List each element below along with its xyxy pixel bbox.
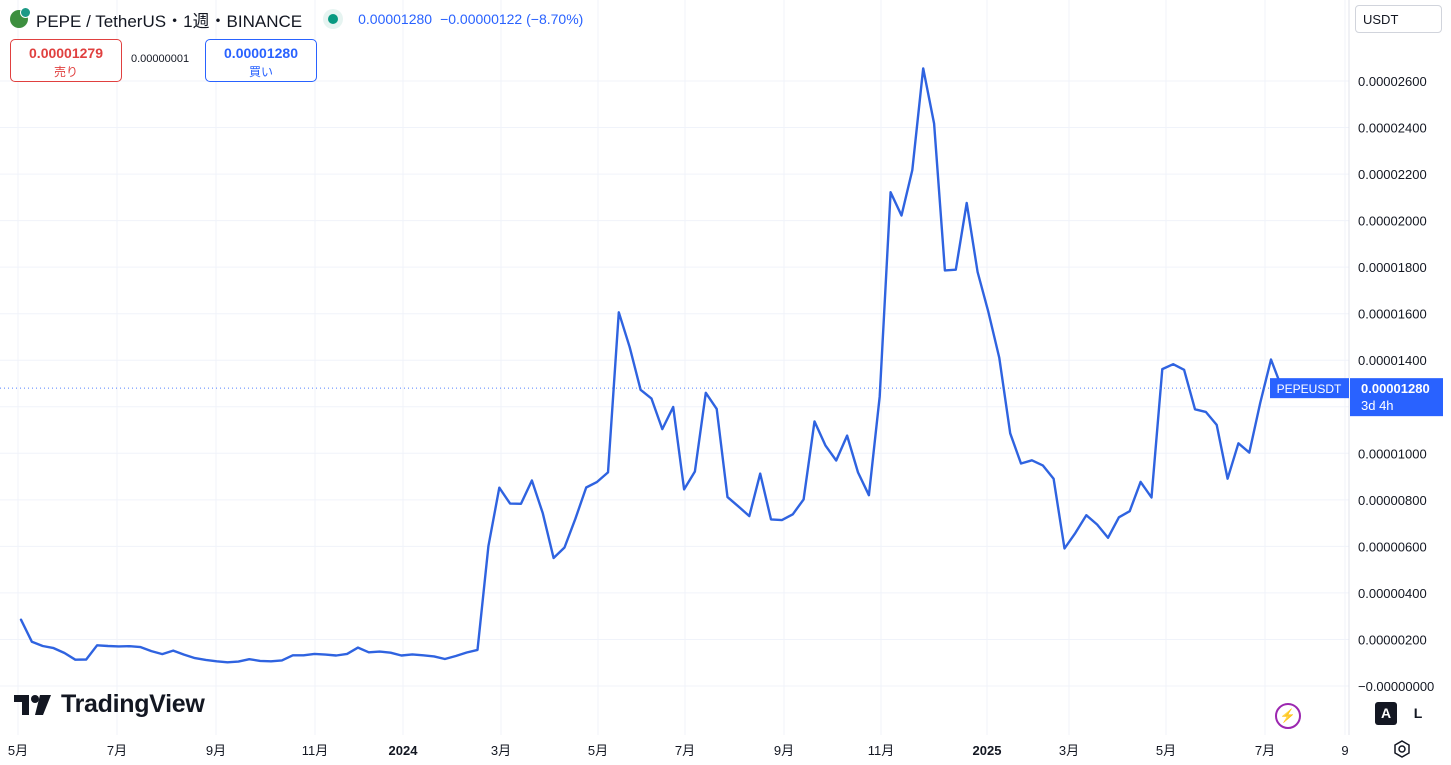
series-name-tag-bg xyxy=(1270,378,1349,399)
spread-value: 0.00000001 xyxy=(131,53,190,65)
sell-price: 0.00001279 xyxy=(29,45,103,61)
y-tick-label: 0.00002000 xyxy=(1358,214,1427,229)
y-tick-label: 0.00002400 xyxy=(1358,121,1427,136)
tradingview-logo-icon xyxy=(14,694,51,715)
currency-select[interactable]: USDT xyxy=(1355,5,1442,33)
lightning-icon[interactable]: ⚡ xyxy=(1275,703,1301,729)
x-tick-label: 11月 xyxy=(868,743,895,758)
market-status-icon[interactable] xyxy=(328,14,339,24)
buy-button[interactable]: 0.00001280 買い xyxy=(205,39,317,82)
symbol-title[interactable]: PEPE / TetherUS・1週・BINANCE xyxy=(36,11,303,31)
series-name-tag: PEPEUSDT xyxy=(1277,382,1342,396)
price-axis[interactable]: 0.00002600 0.00002400 0.00002200 0.00002000… xyxy=(1358,74,1434,694)
price-change: −0.00000122 (−8.70%) xyxy=(440,11,584,27)
y-tick-label: 0.00000800 xyxy=(1358,493,1427,508)
symbol-header: PEPE / TetherUS・1週・BINANCE 0.00001280 −0… xyxy=(10,6,591,32)
x-tick-label: 7月 xyxy=(107,743,127,758)
y-tick-label: 0.00001600 xyxy=(1358,307,1427,322)
last-price: 0.00001280 xyxy=(358,11,433,27)
auto-scale-button[interactable]: A xyxy=(1375,702,1397,725)
x-tick-label: 7月 xyxy=(675,743,695,758)
x-tick-label: 5月 xyxy=(588,743,608,758)
last-price-tags: PEPEUSDT 0.00001280 3d 4h xyxy=(1270,378,1443,417)
x-tick-label: 2025 xyxy=(973,743,1002,758)
y-tick-label: 0.00001000 xyxy=(1358,446,1427,461)
sell-button[interactable]: 0.00001279 売り xyxy=(10,39,122,82)
y-tick-label: 0.00000200 xyxy=(1358,632,1427,647)
x-tick-label: 5月 xyxy=(8,743,28,758)
grid-lines xyxy=(0,0,1349,735)
y-tick-label: 0.00000600 xyxy=(1358,539,1427,554)
last-price-tag-bg xyxy=(1350,378,1443,417)
y-tick-label: 0.00002200 xyxy=(1358,167,1427,182)
buy-price: 0.00001280 xyxy=(224,45,298,61)
y-tick-label: 0.00000400 xyxy=(1358,586,1427,601)
x-tick-label: 9月 xyxy=(206,743,226,758)
x-tick-label: 3月 xyxy=(1059,743,1079,758)
x-tick-label: 9月 xyxy=(774,743,794,758)
price-series-line xyxy=(19,67,1284,664)
x-tick-label: 11月 xyxy=(302,743,329,758)
y-tick-label: −0.00000000 xyxy=(1358,679,1434,694)
pepe-coin-icon xyxy=(10,7,31,28)
y-tick-label: 0.00002600 xyxy=(1358,74,1427,89)
tradingview-wordmark: TradingView xyxy=(61,690,205,718)
x-tick-label: 2024 xyxy=(389,743,419,758)
y-tick-label: 0.00001800 xyxy=(1358,260,1427,275)
buy-label: 買い xyxy=(248,65,273,79)
y-tick-label: 0.00001400 xyxy=(1358,353,1427,368)
gear-icon[interactable] xyxy=(1393,740,1411,758)
x-tick-label: 3月 xyxy=(491,743,511,758)
x-tick-label: 9 xyxy=(1341,743,1348,758)
tradingview-logo[interactable]: TradingView xyxy=(14,690,205,719)
x-tick-label: 5月 xyxy=(1156,743,1176,758)
time-axis[interactable]: 5月 7月 9月 11月 2024 3月 5月 7月 9月 11月 2025 3月 5月 7月 9 xyxy=(8,743,1349,758)
last-price-tag: 0.00001280 xyxy=(1361,381,1430,396)
log-scale-button[interactable]: L xyxy=(1413,705,1423,721)
bar-countdown: 3d 4h xyxy=(1361,398,1394,413)
x-tick-label: 7月 xyxy=(1255,743,1275,758)
sell-label: 売り xyxy=(53,65,78,79)
